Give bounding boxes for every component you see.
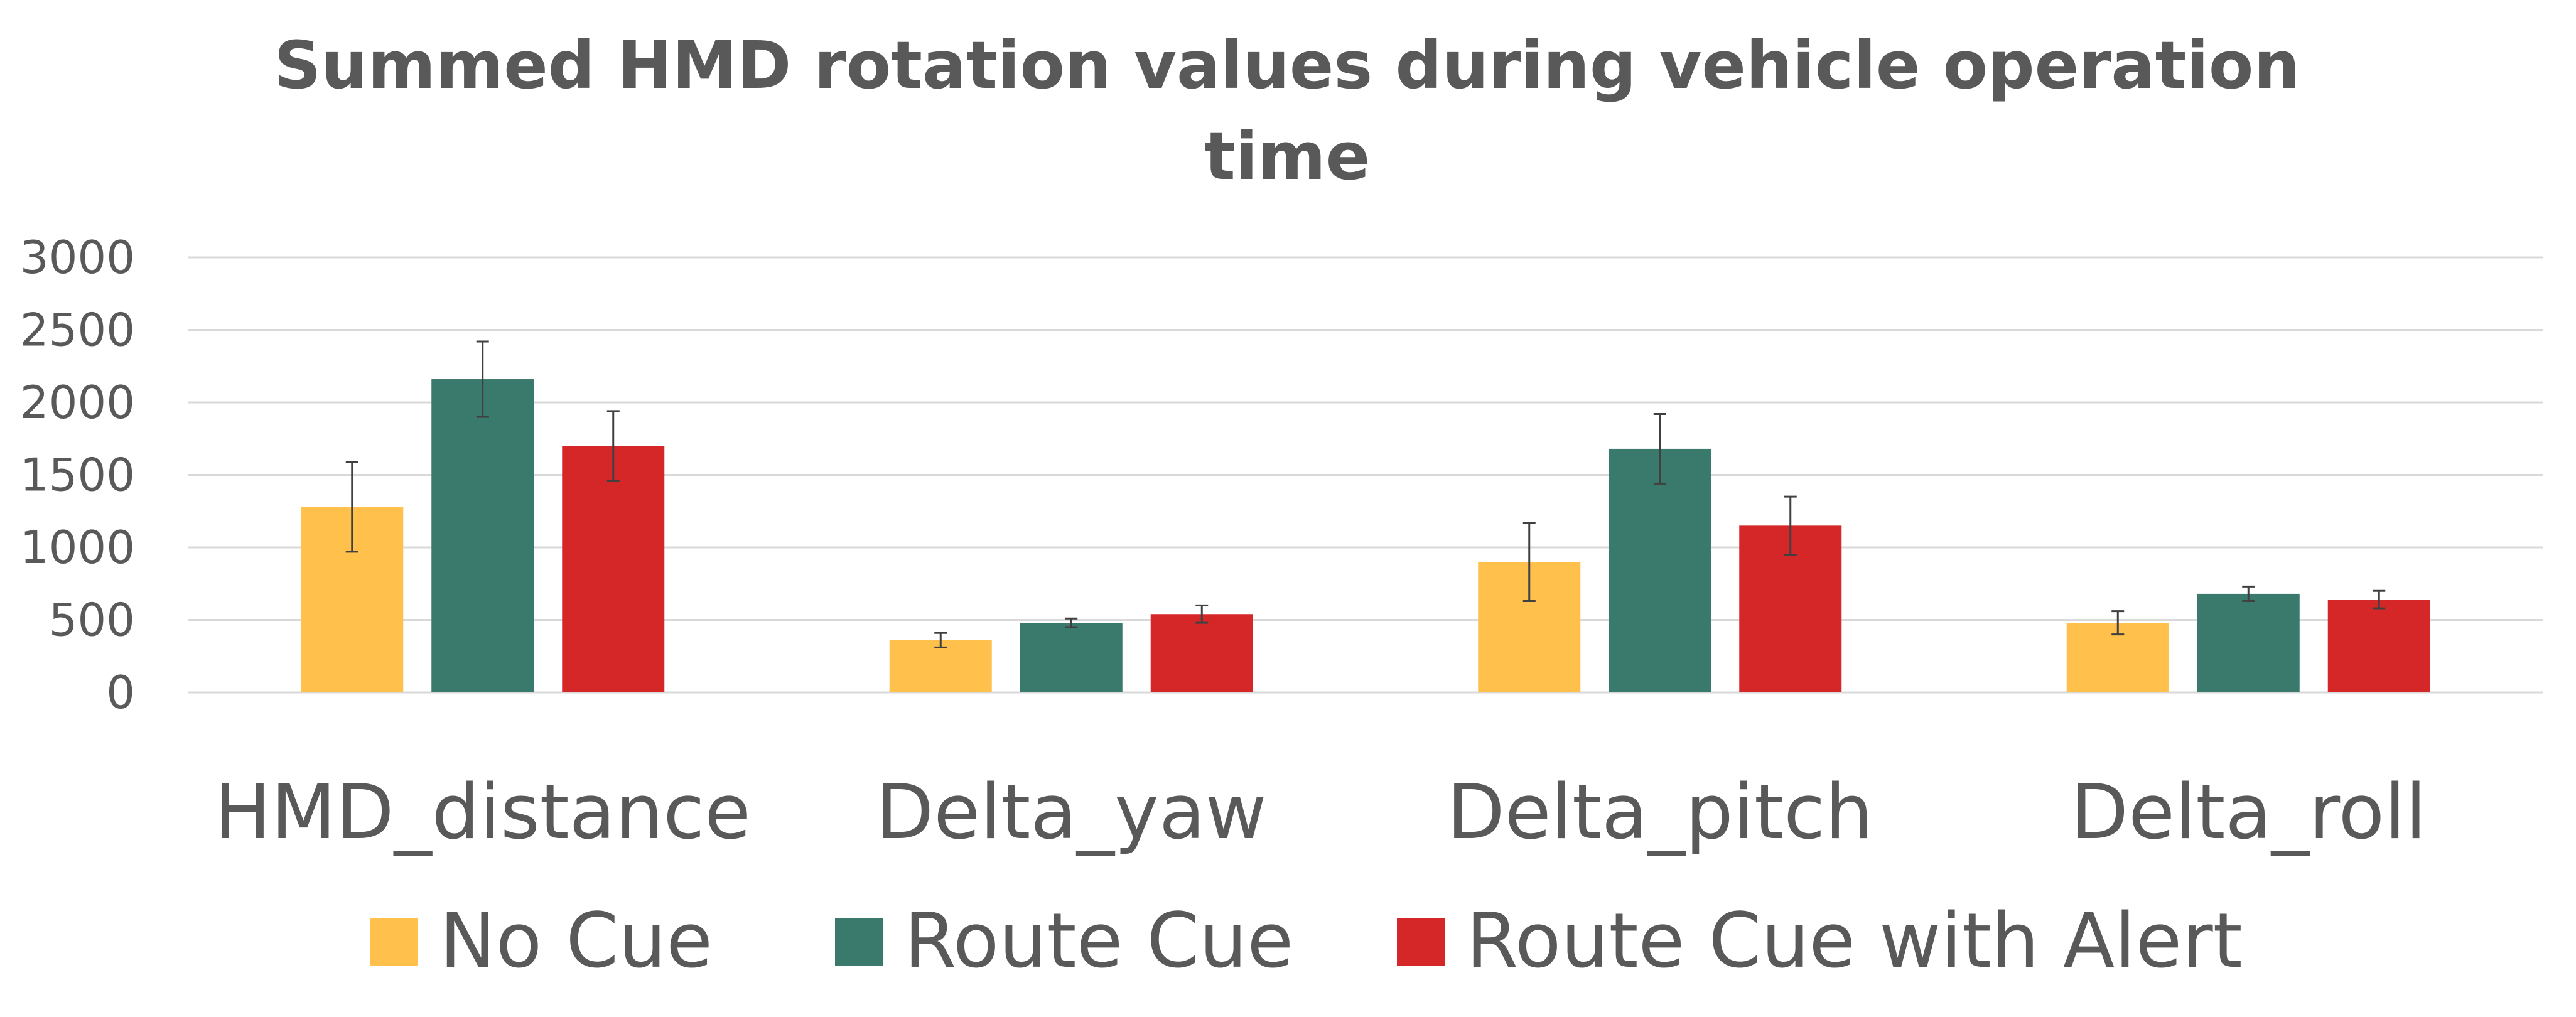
legend-swatch <box>1397 918 1445 966</box>
bar-Delta_roll-route-cue-with-alert <box>2327 600 2430 692</box>
y-tick-label: 1000 <box>20 521 135 574</box>
error-bar <box>1522 522 1536 602</box>
legend-swatch <box>370 918 418 966</box>
legend-label: Route Cue with Alert <box>1466 898 2243 985</box>
y-tick-label: 1500 <box>20 449 135 502</box>
x-category-label: Delta_yaw <box>876 769 1267 856</box>
error-bars <box>345 340 2386 648</box>
x-category-label: HMD_distance <box>214 769 751 856</box>
y-tick-label: 2500 <box>20 304 135 357</box>
x-category-label: Delta_pitch <box>1447 769 1873 856</box>
error-bar <box>1653 412 1666 485</box>
legend-label: No Cue <box>439 898 713 985</box>
error-bar <box>2242 585 2255 602</box>
y-tick-label: 2000 <box>20 376 135 429</box>
x-category-label: Delta_roll <box>2071 769 2427 856</box>
error-bar <box>2373 589 2386 610</box>
chart-title-line-1: Summed HMD rotation values during vehicl… <box>274 27 2300 104</box>
gridlines <box>188 256 2543 694</box>
legend-swatch <box>835 918 883 966</box>
legend-item-route-cue-with-alert: Route Cue with Alert <box>1397 898 2243 985</box>
y-axis-ticks: 0 500 1000 1500 2000 2500 3000 <box>20 231 135 719</box>
bar-Delta_yaw-no-cue <box>889 640 992 692</box>
bars <box>301 379 2430 692</box>
x-axis-categories: HMD_distance Delta_yaw Delta_pitch Delta_ro… <box>214 769 2426 856</box>
bar-Delta_roll-route-cue <box>2197 593 2300 692</box>
y-tick-label: 0 <box>106 666 135 719</box>
chart-title-line-2: time <box>1204 118 1370 195</box>
error-bar <box>934 632 947 648</box>
bar-HMD_distance-route-cue <box>431 379 534 692</box>
legend-label: Route Cue <box>904 898 1293 985</box>
bar-Delta_pitch-route-cue <box>1609 448 1711 692</box>
bar-Delta_yaw-route-cue <box>1020 623 1123 692</box>
legend-item-route-cue: Route Cue <box>835 898 1293 985</box>
error-bar <box>345 461 358 553</box>
error-bar <box>1065 617 1078 628</box>
bar-HMD_distance-route-cue-with-alert <box>562 446 665 692</box>
error-bar <box>1195 604 1209 624</box>
y-tick-label: 500 <box>49 594 135 647</box>
error-bar <box>1784 495 1797 556</box>
bar-Delta_yaw-route-cue-with-alert <box>1150 614 1253 692</box>
legend: No Cue Route Cue Route Cue with Alert <box>370 898 2243 985</box>
error-bar <box>476 340 489 418</box>
error-bar <box>2111 610 2125 636</box>
y-tick-label: 3000 <box>20 231 135 284</box>
legend-item-no-cue: No Cue <box>370 898 713 985</box>
error-bar <box>606 410 620 482</box>
